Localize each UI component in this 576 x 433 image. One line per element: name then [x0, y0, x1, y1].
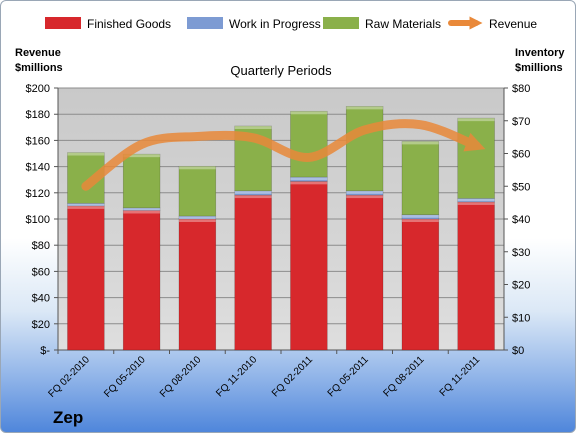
bar-highlight-finished-goods: [234, 195, 272, 199]
bar-finished-goods: [290, 181, 328, 351]
x-tick-label: FQ 02-2011: [270, 354, 315, 399]
right-axis-ticks: $0 $10 $20 $30 $40 $50 $60 $70 $80: [504, 83, 530, 357]
bar-highlight-work-in-progress: [67, 203, 105, 206]
bar-highlight-raw-materials: [457, 118, 495, 122]
left-tick-label: $140: [26, 162, 50, 174]
bar-raw-materials: [457, 117, 495, 199]
left-axis-label-line2: $millions: [15, 62, 63, 74]
bars: [67, 106, 495, 351]
legend-swatch-work-in-progress: [187, 17, 223, 29]
left-tick-label: $-: [40, 345, 50, 357]
bar-raw-materials: [401, 141, 440, 216]
left-tick-label: $20: [32, 319, 50, 331]
legend-label-raw-materials: Raw Materials: [365, 17, 441, 31]
bar-highlight-finished-goods: [457, 201, 495, 205]
bar-raw-materials: [290, 110, 328, 178]
bar-highlight-work-in-progress: [457, 198, 495, 202]
right-tick-label: $10: [512, 312, 530, 324]
x-tick-label: FQ 08-2011: [382, 354, 427, 399]
legend-swatch-finished-goods: [45, 17, 81, 29]
right-tick-label: $30: [512, 247, 530, 259]
bar-finished-goods: [401, 218, 440, 351]
right-tick-label: $70: [512, 116, 530, 128]
bar-raw-materials: [122, 153, 161, 209]
bar-highlight-work-in-progress: [178, 216, 216, 219]
bar-finished-goods: [178, 218, 217, 351]
bar-highlight-finished-goods: [178, 219, 216, 222]
legend-swatch-raw-materials: [323, 17, 359, 29]
bar-highlight-work-in-progress: [123, 207, 161, 211]
bar-highlight-work-in-progress: [346, 190, 384, 194]
legend-label-finished-goods: Finished Goods: [87, 17, 171, 31]
x-tick-label: FQ 08-2010: [158, 354, 204, 400]
chart-title: Quarterly Periods: [230, 63, 332, 78]
left-tick-label: $160: [26, 135, 50, 147]
bar-highlight-finished-goods: [346, 195, 384, 199]
revenue-line: [81, 119, 486, 191]
bar-highlight-raw-materials: [346, 106, 384, 110]
bar-finished-goods: [345, 194, 384, 351]
right-tick-label: $20: [512, 280, 530, 292]
bar-highlight-finished-goods: [401, 219, 439, 222]
right-tick-label: $80: [512, 83, 530, 95]
bar-finished-goods: [122, 210, 161, 351]
bar-highlight-raw-materials: [67, 152, 105, 156]
x-tick-label: FQ 11-2011: [438, 354, 483, 399]
left-axis-label-line1: Revenue: [15, 47, 61, 59]
right-tick-label: $0: [512, 345, 524, 357]
x-tick-label: FQ 11-2010: [214, 354, 259, 399]
bar-highlight-work-in-progress: [234, 190, 272, 194]
left-tick-label: $100: [26, 214, 50, 226]
right-tick-label: $40: [512, 214, 530, 226]
x-tick-label: FQ 05-2011: [326, 354, 371, 399]
right-tick-label: $60: [512, 149, 530, 161]
left-tick-label: $80: [32, 240, 50, 252]
left-tick-label: $120: [26, 188, 50, 200]
bar-highlight-raw-materials: [290, 111, 328, 115]
bar-highlight-finished-goods: [123, 210, 161, 214]
bar-raw-materials: [345, 106, 384, 192]
x-tick-label: FQ 02-2010: [46, 354, 92, 400]
left-axis-ticks: $- $20 $40 $60 $80 $100 $120 $140 $160 $180 $200: [26, 83, 58, 357]
left-tick-label: $180: [26, 109, 50, 121]
revenue-line-path: [81, 119, 486, 191]
bar-finished-goods: [67, 205, 105, 351]
legend-label-revenue: Revenue: [489, 17, 537, 31]
legend: Finished Goods Work in Progress Raw Mate…: [45, 16, 537, 31]
bar-highlight-work-in-progress: [290, 177, 328, 181]
x-axis-ticks: FQ 02-2010 FQ 05-2010 FQ 08-2010 FQ 11-2010…: [46, 350, 483, 400]
right-axis-label-line2: $millions: [515, 62, 563, 74]
bar-finished-goods: [457, 201, 495, 351]
company-name: Zep: [53, 408, 83, 427]
bar-work-in-progress: [122, 207, 161, 211]
bar-highlight-raw-materials: [401, 141, 439, 145]
left-tick-label: $60: [32, 266, 50, 278]
bar-raw-materials: [178, 165, 217, 217]
bar-highlight-finished-goods: [67, 205, 105, 209]
bar-work-in-progress: [234, 190, 272, 196]
left-tick-label: $40: [32, 293, 50, 305]
bar-highlight-raw-materials: [123, 154, 161, 158]
legend-label-work-in-progress: Work in Progress: [229, 17, 321, 31]
left-tick-label: $200: [26, 83, 50, 95]
right-axis-label-line1: Inventory: [515, 47, 565, 59]
bar-highlight-raw-materials: [178, 166, 216, 170]
bar-highlight-work-in-progress: [401, 214, 439, 218]
bar-work-in-progress: [345, 190, 384, 196]
bar-highlight-finished-goods: [290, 181, 328, 185]
x-tick-label: FQ 05-2010: [102, 354, 148, 400]
bar-finished-goods: [234, 194, 272, 351]
bar-highlight-raw-materials: [234, 125, 272, 129]
right-tick-label: $50: [512, 181, 530, 193]
